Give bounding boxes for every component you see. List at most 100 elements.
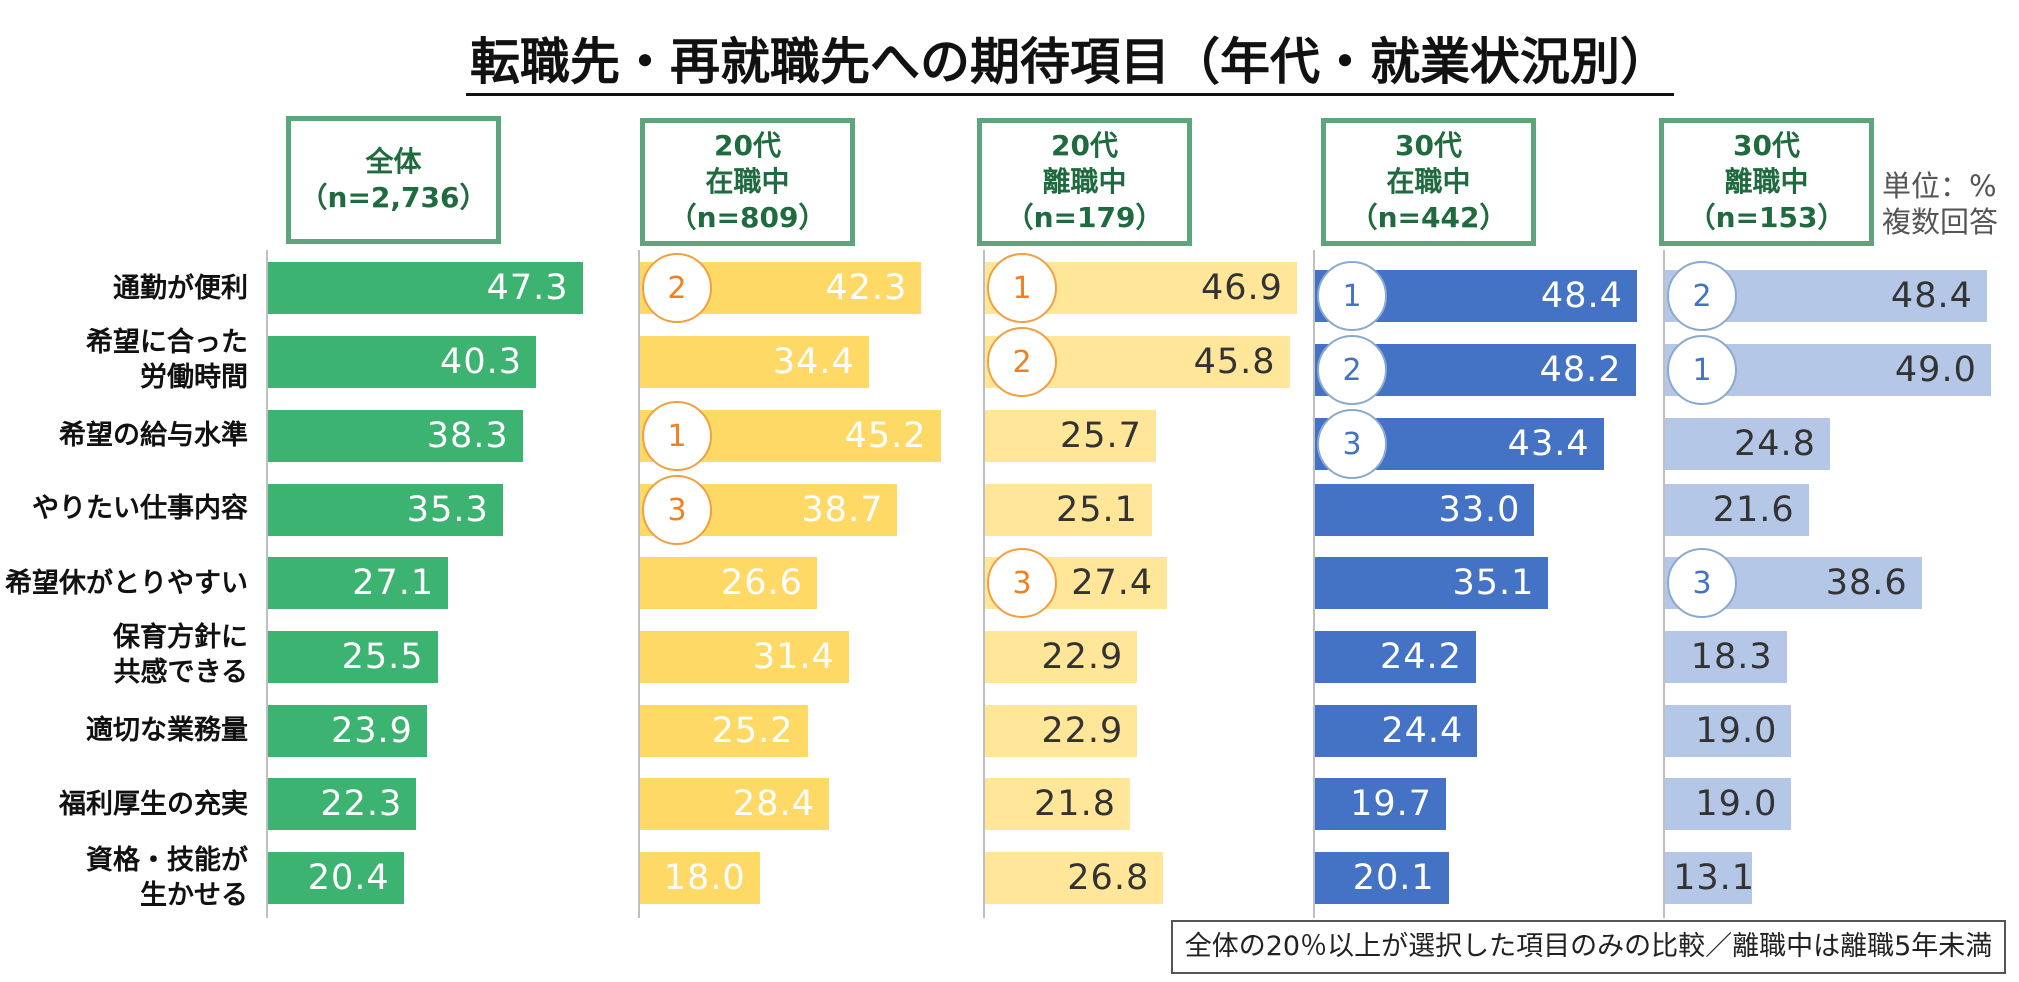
data-label: 33.0 xyxy=(1438,490,1521,530)
bar xyxy=(985,631,1138,683)
data-label: 38.3 xyxy=(426,416,509,456)
data-label: 46.9 xyxy=(1200,268,1283,308)
data-label: 21.6 xyxy=(1712,490,1795,530)
series-header: 20代 在職中 （n=809） xyxy=(640,118,855,246)
bar xyxy=(640,336,869,388)
data-label: 22.9 xyxy=(1041,711,1124,751)
bar xyxy=(1665,778,1792,830)
data-label: 25.1 xyxy=(1055,490,1138,530)
data-label: 47.3 xyxy=(486,268,569,308)
data-label: 48.4 xyxy=(1890,276,1973,316)
data-label: 18.0 xyxy=(663,858,746,898)
bar xyxy=(268,631,438,683)
data-label: 25.5 xyxy=(341,637,424,677)
data-label: 31.4 xyxy=(752,637,835,677)
data-label: 22.9 xyxy=(1041,637,1124,677)
bar xyxy=(640,852,760,904)
data-label: 35.3 xyxy=(406,490,489,530)
data-label: 23.9 xyxy=(330,711,413,751)
bar xyxy=(1315,778,1446,830)
bar xyxy=(1665,852,1753,904)
category-label: 保育方針に 共感できる xyxy=(113,622,248,688)
rank-badge: 3 xyxy=(987,548,1057,618)
series-header: 全体 （n=2,736） xyxy=(286,116,501,244)
chart-title: 転職先・再就職先への期待項目（年代・就業状況別） xyxy=(0,22,2019,96)
bar xyxy=(985,410,1156,462)
data-label: 19.7 xyxy=(1350,784,1432,824)
data-label: 27.1 xyxy=(352,563,435,603)
bar xyxy=(1315,705,1478,757)
category-label: 希望に合った 労働時間 xyxy=(86,327,248,393)
rank-badge: 3 xyxy=(1667,548,1737,618)
bar xyxy=(268,852,404,904)
bar xyxy=(1665,705,1792,757)
category-label: やりたい仕事内容 xyxy=(32,492,248,524)
panel-axis xyxy=(1313,250,1315,918)
data-label: 20.1 xyxy=(1352,858,1435,898)
bar xyxy=(640,557,817,609)
bar xyxy=(1665,418,1830,470)
bar xyxy=(268,262,583,314)
panel-axis xyxy=(983,250,985,918)
bar xyxy=(640,631,849,683)
bar xyxy=(268,557,449,609)
data-label: 48.2 xyxy=(1539,350,1622,390)
data-label: 19.0 xyxy=(1695,711,1778,751)
data-label: 25.2 xyxy=(711,711,794,751)
category-label: 希望の給与水準 xyxy=(59,419,248,451)
data-label: 45.8 xyxy=(1193,342,1276,382)
series-header: 30代 離職中 （n=153） xyxy=(1659,118,1874,246)
data-label: 40.3 xyxy=(440,342,522,382)
series-header: 30代 在職中 （n=442） xyxy=(1321,118,1536,246)
rank-badge: 3 xyxy=(642,475,712,545)
rank-badge: 2 xyxy=(642,253,712,323)
data-label: 21.8 xyxy=(1034,784,1116,824)
category-label: 資格・技能が 生かせる xyxy=(86,845,248,911)
bar xyxy=(1315,484,1535,536)
data-label: 24.8 xyxy=(1733,424,1816,464)
category-label: 通勤が便利 xyxy=(113,272,248,304)
data-label: 26.6 xyxy=(720,563,803,603)
bar xyxy=(268,705,427,757)
data-label: 25.7 xyxy=(1059,416,1142,456)
data-label: 45.2 xyxy=(844,416,927,456)
data-label: 24.4 xyxy=(1381,711,1464,751)
data-label: 26.8 xyxy=(1067,858,1150,898)
panel-axis xyxy=(266,250,268,918)
rank-badge: 1 xyxy=(1317,261,1387,331)
data-label: 42.3 xyxy=(825,268,908,308)
rank-badge: 2 xyxy=(987,327,1057,397)
data-label: 38.6 xyxy=(1825,563,1908,603)
data-label: 38.7 xyxy=(801,490,884,530)
data-label: 34.4 xyxy=(772,342,855,382)
category-label: 希望休がとりやすい xyxy=(5,567,248,599)
data-label: 24.2 xyxy=(1379,637,1462,677)
data-label: 28.4 xyxy=(732,784,815,824)
bar xyxy=(268,336,536,388)
data-label: 19.0 xyxy=(1695,784,1778,824)
bar xyxy=(985,705,1138,757)
rank-badge: 2 xyxy=(1667,261,1737,331)
rank-badge: 3 xyxy=(1317,409,1387,479)
unit-note: 単位：% 複数回答 xyxy=(1882,169,1999,239)
footnote: 全体の20％以上が選択した項目のみの比較／離職中は離職5年未満 xyxy=(1171,920,2006,974)
data-label: 49.0 xyxy=(1894,350,1977,390)
panel-axis xyxy=(638,250,640,918)
bar xyxy=(1315,557,1549,609)
panel-axis xyxy=(1663,250,1665,918)
bar xyxy=(985,852,1164,904)
data-label: 22.3 xyxy=(320,784,403,824)
category-label: 適切な業務量 xyxy=(86,714,248,746)
bar xyxy=(268,410,523,462)
data-label: 43.4 xyxy=(1507,424,1590,464)
bar xyxy=(1665,484,1809,536)
rank-badge: 1 xyxy=(1667,335,1737,405)
rank-badge: 2 xyxy=(1317,335,1387,405)
bar xyxy=(1315,852,1449,904)
bar xyxy=(640,778,829,830)
bar xyxy=(640,705,808,757)
data-label: 13.1 xyxy=(1673,858,1755,898)
bar xyxy=(268,484,503,536)
data-label: 35.1 xyxy=(1452,563,1535,603)
data-label: 48.4 xyxy=(1540,276,1623,316)
